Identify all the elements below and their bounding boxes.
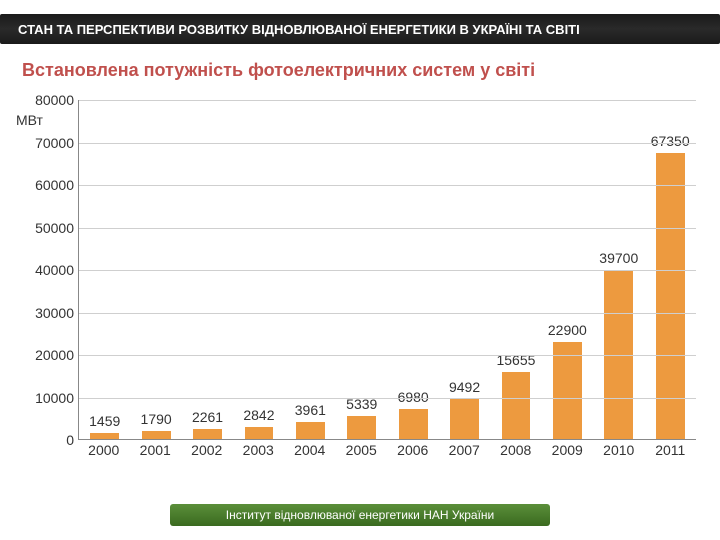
bar: [656, 153, 685, 439]
bar-value-label: 3961: [295, 402, 326, 418]
bar-slot: 2261: [182, 429, 233, 439]
bar: [142, 431, 171, 439]
bar-slot: 67350: [644, 153, 695, 439]
bar-value-label: 1790: [141, 411, 172, 427]
bar-slot: 5339: [336, 416, 387, 439]
bar-slot: 22900: [542, 342, 593, 439]
x-ticks: 2000200120022003200420052006200720082009…: [78, 442, 696, 458]
chart-title: Встановлена потужність фотоелектричних с…: [22, 60, 535, 81]
chart-area: МВт 145917902261284239615339698094921565…: [18, 92, 698, 472]
bar-slot: 1459: [79, 433, 130, 439]
bar: [245, 427, 274, 439]
bar-value-label: 5339: [346, 396, 377, 412]
y-tick-label: 0: [24, 432, 74, 448]
bar-value-label: 2261: [192, 409, 223, 425]
bar: [502, 372, 531, 439]
bar-slot: 2842: [233, 427, 284, 439]
x-tick-label: 2006: [387, 442, 438, 458]
bar: [296, 422, 325, 439]
gridline: [79, 270, 696, 271]
x-tick-label: 2007: [439, 442, 490, 458]
bar-value-label: 1459: [89, 413, 120, 429]
bar-value-label: 67350: [651, 133, 690, 149]
gridline: [79, 100, 696, 101]
bar-value-label: 22900: [548, 322, 587, 338]
bar: [399, 409, 428, 439]
x-tick-label: 2010: [593, 442, 644, 458]
x-tick-label: 2005: [336, 442, 387, 458]
y-tick-label: 60000: [24, 177, 74, 193]
y-axis-unit: МВт: [16, 112, 43, 128]
footer-band: Інститут відновлюваної енергетики НАН Ук…: [170, 504, 550, 526]
plot: 1459179022612842396153396980949215655229…: [78, 100, 696, 440]
y-tick-label: 10000: [24, 390, 74, 406]
bar-slot: 15655: [490, 372, 541, 439]
gridline: [79, 143, 696, 144]
gridline: [79, 228, 696, 229]
x-tick-label: 2003: [233, 442, 284, 458]
gridline: [79, 355, 696, 356]
bar-slot: 1790: [130, 431, 181, 439]
x-tick-label: 2011: [645, 442, 696, 458]
bar: [553, 342, 582, 439]
gridline: [79, 313, 696, 314]
y-tick-label: 70000: [24, 135, 74, 151]
header-title: СТАН ТА ПЕРСПЕКТИВИ РОЗВИТКУ ВІДНОВЛЮВАН…: [18, 22, 580, 37]
bar: [193, 429, 222, 439]
x-tick-label: 2001: [130, 442, 181, 458]
x-tick-label: 2004: [284, 442, 335, 458]
y-tick-label: 80000: [24, 92, 74, 108]
bar-slot: 3961: [285, 422, 336, 439]
y-tick-label: 20000: [24, 347, 74, 363]
x-tick-label: 2008: [490, 442, 541, 458]
y-tick-label: 30000: [24, 305, 74, 321]
footer-text: Інститут відновлюваної енергетики НАН Ук…: [226, 508, 495, 522]
bar: [90, 433, 119, 439]
bar-slot: 6980: [387, 409, 438, 439]
y-tick-label: 40000: [24, 262, 74, 278]
y-tick-label: 50000: [24, 220, 74, 236]
gridline: [79, 398, 696, 399]
bar-slot: 9492: [439, 399, 490, 439]
x-tick-label: 2002: [181, 442, 232, 458]
x-tick-label: 2009: [542, 442, 593, 458]
bar-value-label: 9492: [449, 379, 480, 395]
gridline: [79, 185, 696, 186]
x-tick-label: 2000: [78, 442, 129, 458]
bar: [450, 399, 479, 439]
bar: [347, 416, 376, 439]
header-band: СТАН ТА ПЕРСПЕКТИВИ РОЗВИТКУ ВІДНОВЛЮВАН…: [0, 14, 720, 44]
bar-value-label: 2842: [243, 407, 274, 423]
bar-value-label: 39700: [599, 250, 638, 266]
